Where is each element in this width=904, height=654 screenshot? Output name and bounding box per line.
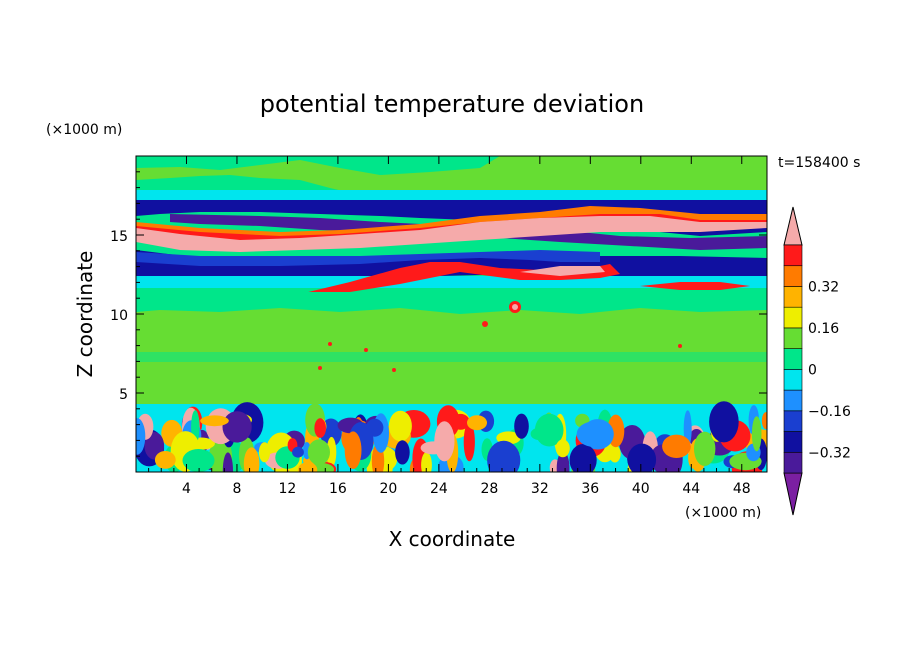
boundary-blob: [761, 412, 767, 430]
field-speck: [364, 348, 368, 352]
boundary-blob: [627, 443, 657, 472]
colorbar-swatch: [783, 369, 803, 391]
boundary-blob: [344, 431, 362, 470]
boundary-blob: [569, 444, 597, 472]
x-tick-label: 40: [632, 481, 650, 497]
boundary-blob: [555, 439, 570, 458]
field-speck: [512, 304, 518, 310]
x-tick-label: 48: [733, 481, 751, 497]
field-top-teal: [136, 156, 500, 175]
colorbar-swatch: [783, 410, 803, 432]
colorbar-swatch: [783, 348, 803, 370]
y-axis: 5 10 15: [110, 171, 767, 457]
colorbar-tick-label: −0.32: [808, 445, 851, 461]
boundary-blob: [200, 415, 229, 427]
field-pink-ribbon: [136, 216, 767, 252]
x-tick-label: 16: [329, 481, 347, 497]
colorbar-min-triangle: [783, 472, 803, 516]
colorbar-swatch: [783, 451, 803, 474]
colorbar-swatch: [783, 244, 803, 267]
colorbar-swatch: [783, 306, 803, 329]
field-lower-cyan: [136, 276, 767, 288]
colorbar: −0.32 −0.16 0 0.16 0.32: [783, 206, 851, 516]
field-right-streak: [640, 282, 750, 290]
x-tick-label: 20: [379, 481, 397, 497]
boundary-blob: [297, 462, 318, 472]
boundary-blob: [243, 447, 260, 472]
boundary-blob: [154, 451, 176, 469]
x-tick-label: 44: [682, 481, 700, 497]
time-label: t=158400 s: [778, 155, 860, 171]
field-lower-blue: [136, 250, 600, 266]
x-tick-label: 36: [581, 481, 599, 497]
x-tick-label: 12: [279, 481, 297, 497]
boundary-blob: [258, 442, 271, 463]
boundary-blob: [751, 416, 762, 452]
field-boundary-blobs: [136, 401, 767, 472]
field-speck: [482, 321, 488, 327]
x-tick-label: 4: [182, 481, 191, 497]
x-tick-label: 28: [480, 481, 498, 497]
field-speck: [318, 366, 322, 370]
x-tick-label: 32: [531, 481, 549, 497]
colorbar-swatch: [783, 327, 803, 349]
colorbar-tick-label: 0: [808, 362, 817, 378]
field-lower-pink: [520, 266, 605, 276]
boundary-blob: [487, 440, 521, 472]
boundary-blob: [709, 401, 739, 443]
boundary-blob: [421, 452, 432, 472]
field-speck: [328, 342, 332, 346]
boundary-blob: [514, 413, 529, 439]
chart-title: potential temperature deviation: [260, 90, 644, 118]
y-axis-label: Z coordinate: [73, 251, 97, 378]
boundary-blob: [534, 413, 564, 447]
boundary-blob: [395, 440, 410, 465]
colorbar-max-triangle: [783, 206, 803, 246]
colorbar-tick-label: 0.16: [808, 321, 839, 337]
boundary-blob: [326, 436, 337, 468]
y-unit-label: (×1000 m): [46, 122, 122, 138]
plot-field: [136, 156, 767, 472]
field-mid-teal: [136, 292, 767, 314]
boundary-blob: [556, 451, 570, 472]
boundary-blob: [388, 410, 412, 442]
boundary-blob: [222, 411, 252, 443]
boundary-blob: [136, 418, 146, 455]
field-speck: [678, 344, 682, 348]
y-tick-label: 15: [110, 229, 128, 245]
y-tick-label: 5: [119, 387, 128, 403]
boundary-blob: [314, 418, 327, 438]
boundary-blob: [576, 421, 611, 447]
boundary-blob: [662, 434, 691, 458]
boundary-blob: [434, 421, 455, 462]
boundary-blob: [463, 422, 475, 462]
boundary-blob: [292, 446, 304, 458]
y-tick-label: 10: [110, 308, 128, 324]
boundary-blob: [182, 449, 215, 472]
colorbar-swatch: [783, 431, 803, 453]
boundary-blob: [467, 415, 487, 431]
colorbar-tick-label: −0.16: [808, 404, 851, 420]
boundary-blob: [307, 439, 330, 466]
field-speck: [392, 368, 396, 372]
field-mid-teal-2: [136, 352, 767, 362]
colorbar-swatch: [783, 265, 803, 287]
x-axis-label: X coordinate: [389, 527, 516, 551]
x-unit-label: (×1000 m): [685, 505, 761, 521]
boundary-blob: [694, 431, 716, 466]
colorbar-swatch: [783, 389, 803, 412]
colorbar-tick-label: 0.32: [808, 280, 839, 296]
x-axis: 4 8 12 16 20 24 28 32 36 40 44 48: [148, 156, 755, 497]
x-tick-label: 8: [232, 481, 241, 497]
colorbar-swatch: [783, 286, 803, 308]
x-tick-label: 24: [430, 481, 448, 497]
boundary-blob: [222, 452, 233, 472]
